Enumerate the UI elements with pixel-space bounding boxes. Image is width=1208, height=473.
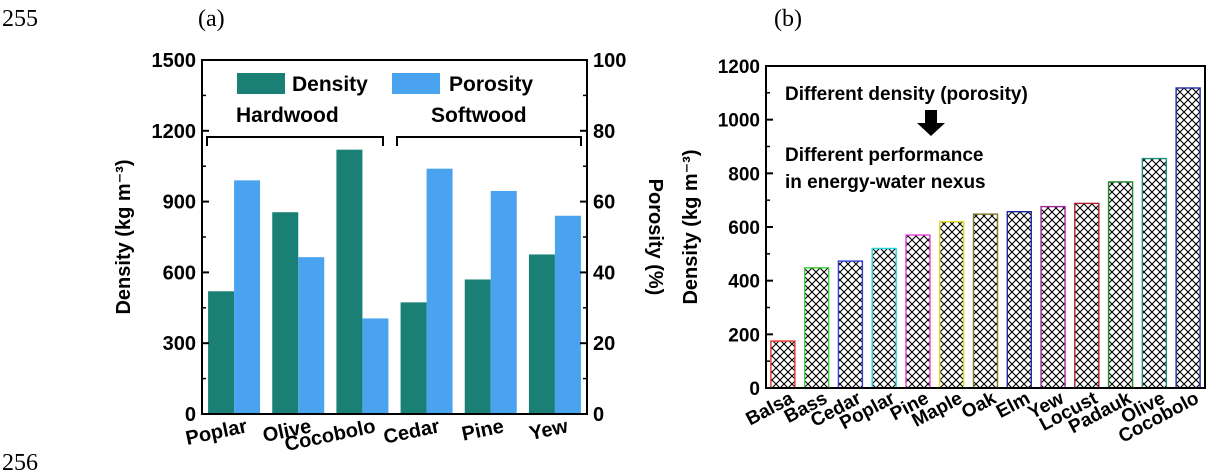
annotation-line-3: in energy-water nexus <box>785 172 986 193</box>
bar-locust <box>1074 202 1100 389</box>
y-tick-label: 200 <box>728 325 760 346</box>
bar-poplar <box>871 247 897 389</box>
chart-b-x-axis: BalsaBassCedarPoplarPineMapleOakElmYewLo… <box>743 388 1203 448</box>
chart-a-left-axis: 0 300 600 900 1200 1500 <box>152 50 209 426</box>
bar-density-poplar <box>208 291 235 414</box>
bar-olive <box>1141 157 1168 389</box>
bar-porosity-cocobolo <box>362 318 389 414</box>
chart-b: 0 200 400 600 800 1000 1200 BalsaBassCedarPopl… <box>680 57 1206 448</box>
legend-label-porosity: Porosity <box>449 73 533 96</box>
y-tick-label: 600 <box>728 218 760 239</box>
bar-bass <box>803 267 830 389</box>
bar-pine <box>905 234 931 389</box>
x-tick-label-pine: Pine <box>460 415 506 445</box>
chart-a-bars <box>208 149 581 414</box>
y-right-tick-label: 20 <box>593 333 615 355</box>
x-tick-label-cedar: Cedar <box>382 415 442 448</box>
y-right-tick-label: 40 <box>593 262 615 284</box>
x-tick-label-yew: Yew <box>527 415 570 445</box>
y-right-tick-label: 80 <box>593 121 615 143</box>
y-tick-label: 1000 <box>718 111 760 132</box>
chart-a-y-axis-right-title: Porosity (%) <box>644 179 666 296</box>
panel-a-label: (a) <box>198 6 225 32</box>
legend-label-density: Density <box>292 73 368 96</box>
y-tick-label: 1200 <box>152 121 197 143</box>
y-right-tick-label: 0 <box>593 404 604 426</box>
y-tick-label: 600 <box>163 262 196 284</box>
bar-porosity-olive <box>298 257 325 414</box>
chart-b-y-axis-title: Density (kg m⁻³) <box>680 149 702 304</box>
arrow-down-icon <box>917 110 945 136</box>
y-right-tick-label: 60 <box>593 192 615 214</box>
group-label-hardwood: Hardwood <box>236 104 339 127</box>
bar-density-cocobolo <box>336 149 363 414</box>
bar-cocobolo <box>1175 87 1201 389</box>
bar-density-olive <box>272 212 299 414</box>
bar-porosity-pine <box>490 190 517 414</box>
annotation-line-1: Different density (porosity) <box>785 84 1028 105</box>
bracket-hardwood <box>206 136 384 146</box>
chart-b-left-axis: 0 200 400 600 800 1000 1200 <box>718 57 773 400</box>
bar-porosity-yew <box>554 215 581 414</box>
legend-swatch-porosity <box>392 73 440 94</box>
bar-elm <box>1006 211 1032 389</box>
panel-b-label: (b) <box>774 6 802 32</box>
legend-swatch-density <box>237 73 285 94</box>
y-tick-label: 0 <box>749 379 760 400</box>
group-label-softwood: Softwood <box>431 104 527 127</box>
y-right-tick-label: 100 <box>593 50 626 72</box>
y-tick-label: 1200 <box>718 57 760 78</box>
chart-b-bars <box>770 87 1201 389</box>
bar-oak <box>972 213 999 389</box>
bar-maple <box>939 220 965 389</box>
bar-density-yew <box>528 254 555 414</box>
chart-a-y-axis-title: Density (kg m⁻³) <box>113 159 135 314</box>
y-tick-label: 0 <box>185 404 196 426</box>
bar-density-cedar <box>400 302 427 414</box>
y-tick-label: 300 <box>163 333 196 355</box>
y-tick-label: 900 <box>163 192 196 214</box>
bar-porosity-cedar <box>426 168 453 414</box>
bracket-softwood <box>396 136 582 146</box>
chart-a-right-axis: 0 20 40 60 80 100 <box>580 50 626 426</box>
bar-density-pine <box>464 279 491 414</box>
bar-yew <box>1040 205 1066 389</box>
bar-porosity-poplar <box>234 180 261 414</box>
bar-cedar <box>837 260 864 389</box>
y-tick-label: 400 <box>728 272 760 293</box>
annotation-line-2: Different performance <box>785 145 984 166</box>
line-number-top: 255 <box>2 6 38 32</box>
line-number-bottom: 256 <box>2 450 38 473</box>
y-tick-label: 1500 <box>152 50 197 72</box>
bar-padauk <box>1107 181 1134 389</box>
y-tick-label: 800 <box>728 164 760 185</box>
bar-balsa <box>770 340 796 389</box>
